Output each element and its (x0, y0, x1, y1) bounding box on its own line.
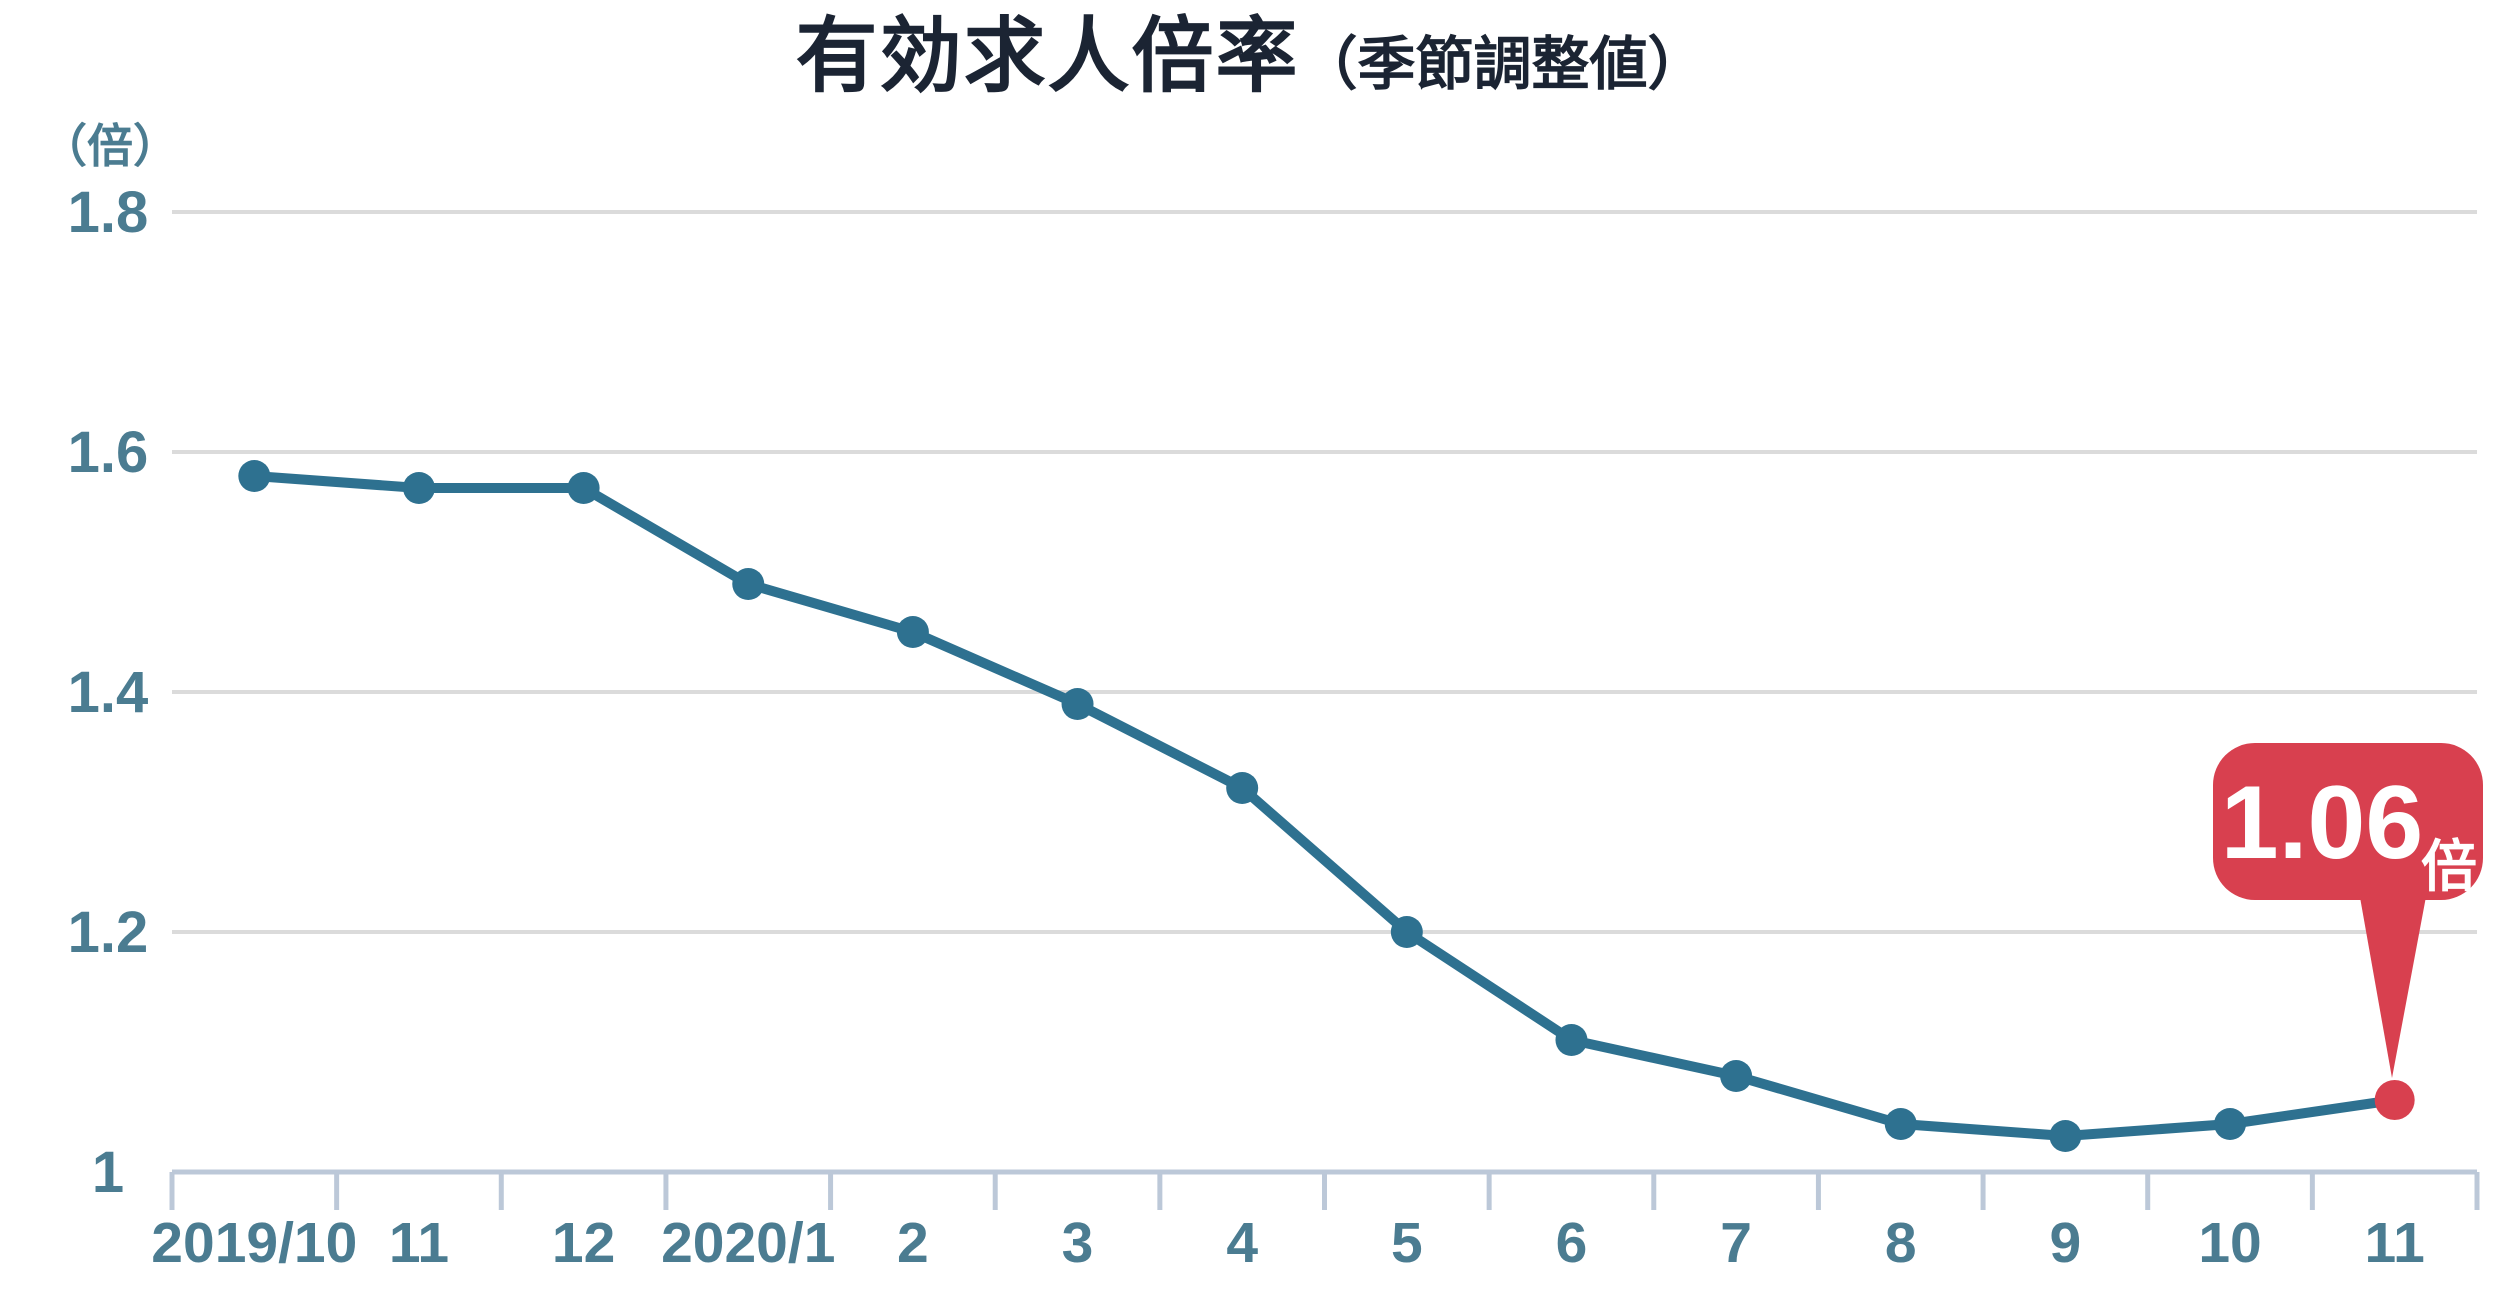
data-point (238, 460, 271, 492)
data-point (1226, 772, 1259, 804)
x-axis-tick-label: 11 (389, 1211, 449, 1275)
x-axis-tick-label: 12 (552, 1211, 615, 1275)
chart-title-text: 有効求人倍率 (795, 11, 1300, 102)
y-axis-tick-label: 1.2 (68, 900, 149, 965)
x-axis-tick-label: 3 (1062, 1211, 1094, 1275)
x-axis-tick-label: 2020/1 (661, 1211, 835, 1275)
callout-value: 1.06 (2221, 765, 2423, 881)
y-axis-tick-label: 1.6 (68, 420, 149, 485)
x-axis-tick-label: 4 (1226, 1211, 1258, 1275)
data-point (2214, 1108, 2247, 1140)
x-axis-tick-label: 11 (2365, 1211, 2425, 1275)
x-axis-tick-label: 10 (2198, 1211, 2261, 1275)
data-point (1555, 1024, 1588, 1056)
data-point (732, 568, 765, 600)
x-axis-tick-label: 5 (1391, 1211, 1423, 1275)
data-point (896, 616, 929, 648)
x-axis-tick-label: 2 (897, 1211, 929, 1275)
x-axis-tick-label: 9 (2050, 1211, 2082, 1275)
callout-box (2213, 743, 2483, 900)
data-point (1884, 1108, 1917, 1140)
data-point (1720, 1060, 1753, 1092)
data-point (2049, 1120, 2082, 1152)
callout-tail (2358, 886, 2428, 1078)
x-axis-tick-label: 7 (1720, 1211, 1752, 1275)
y-axis-tick-label: 1.4 (68, 660, 149, 725)
x-axis-tick-label: 6 (1556, 1211, 1588, 1275)
data-point (402, 472, 435, 504)
y-axis-unit-label: （倍） (41, 120, 179, 172)
data-point (1061, 688, 1094, 720)
chart-title: 有効求人倍率（季節調整値） (0, 11, 2501, 102)
y-axis-tick-label: 1.8 (68, 180, 149, 245)
data-line (249, 471, 2400, 1141)
highlighted-data-point (2374, 1080, 2415, 1120)
x-axis-tick-label: 2019/10 (151, 1211, 357, 1275)
data-point (567, 472, 600, 504)
data-point (1390, 916, 1423, 948)
callout-unit: 倍 (2421, 835, 2477, 898)
chart-subtitle-text: （季節調整値） (1299, 32, 1706, 97)
x-axis-tick-label: 8 (1885, 1211, 1917, 1275)
y-axis-tick-label: 1 (92, 1140, 124, 1205)
